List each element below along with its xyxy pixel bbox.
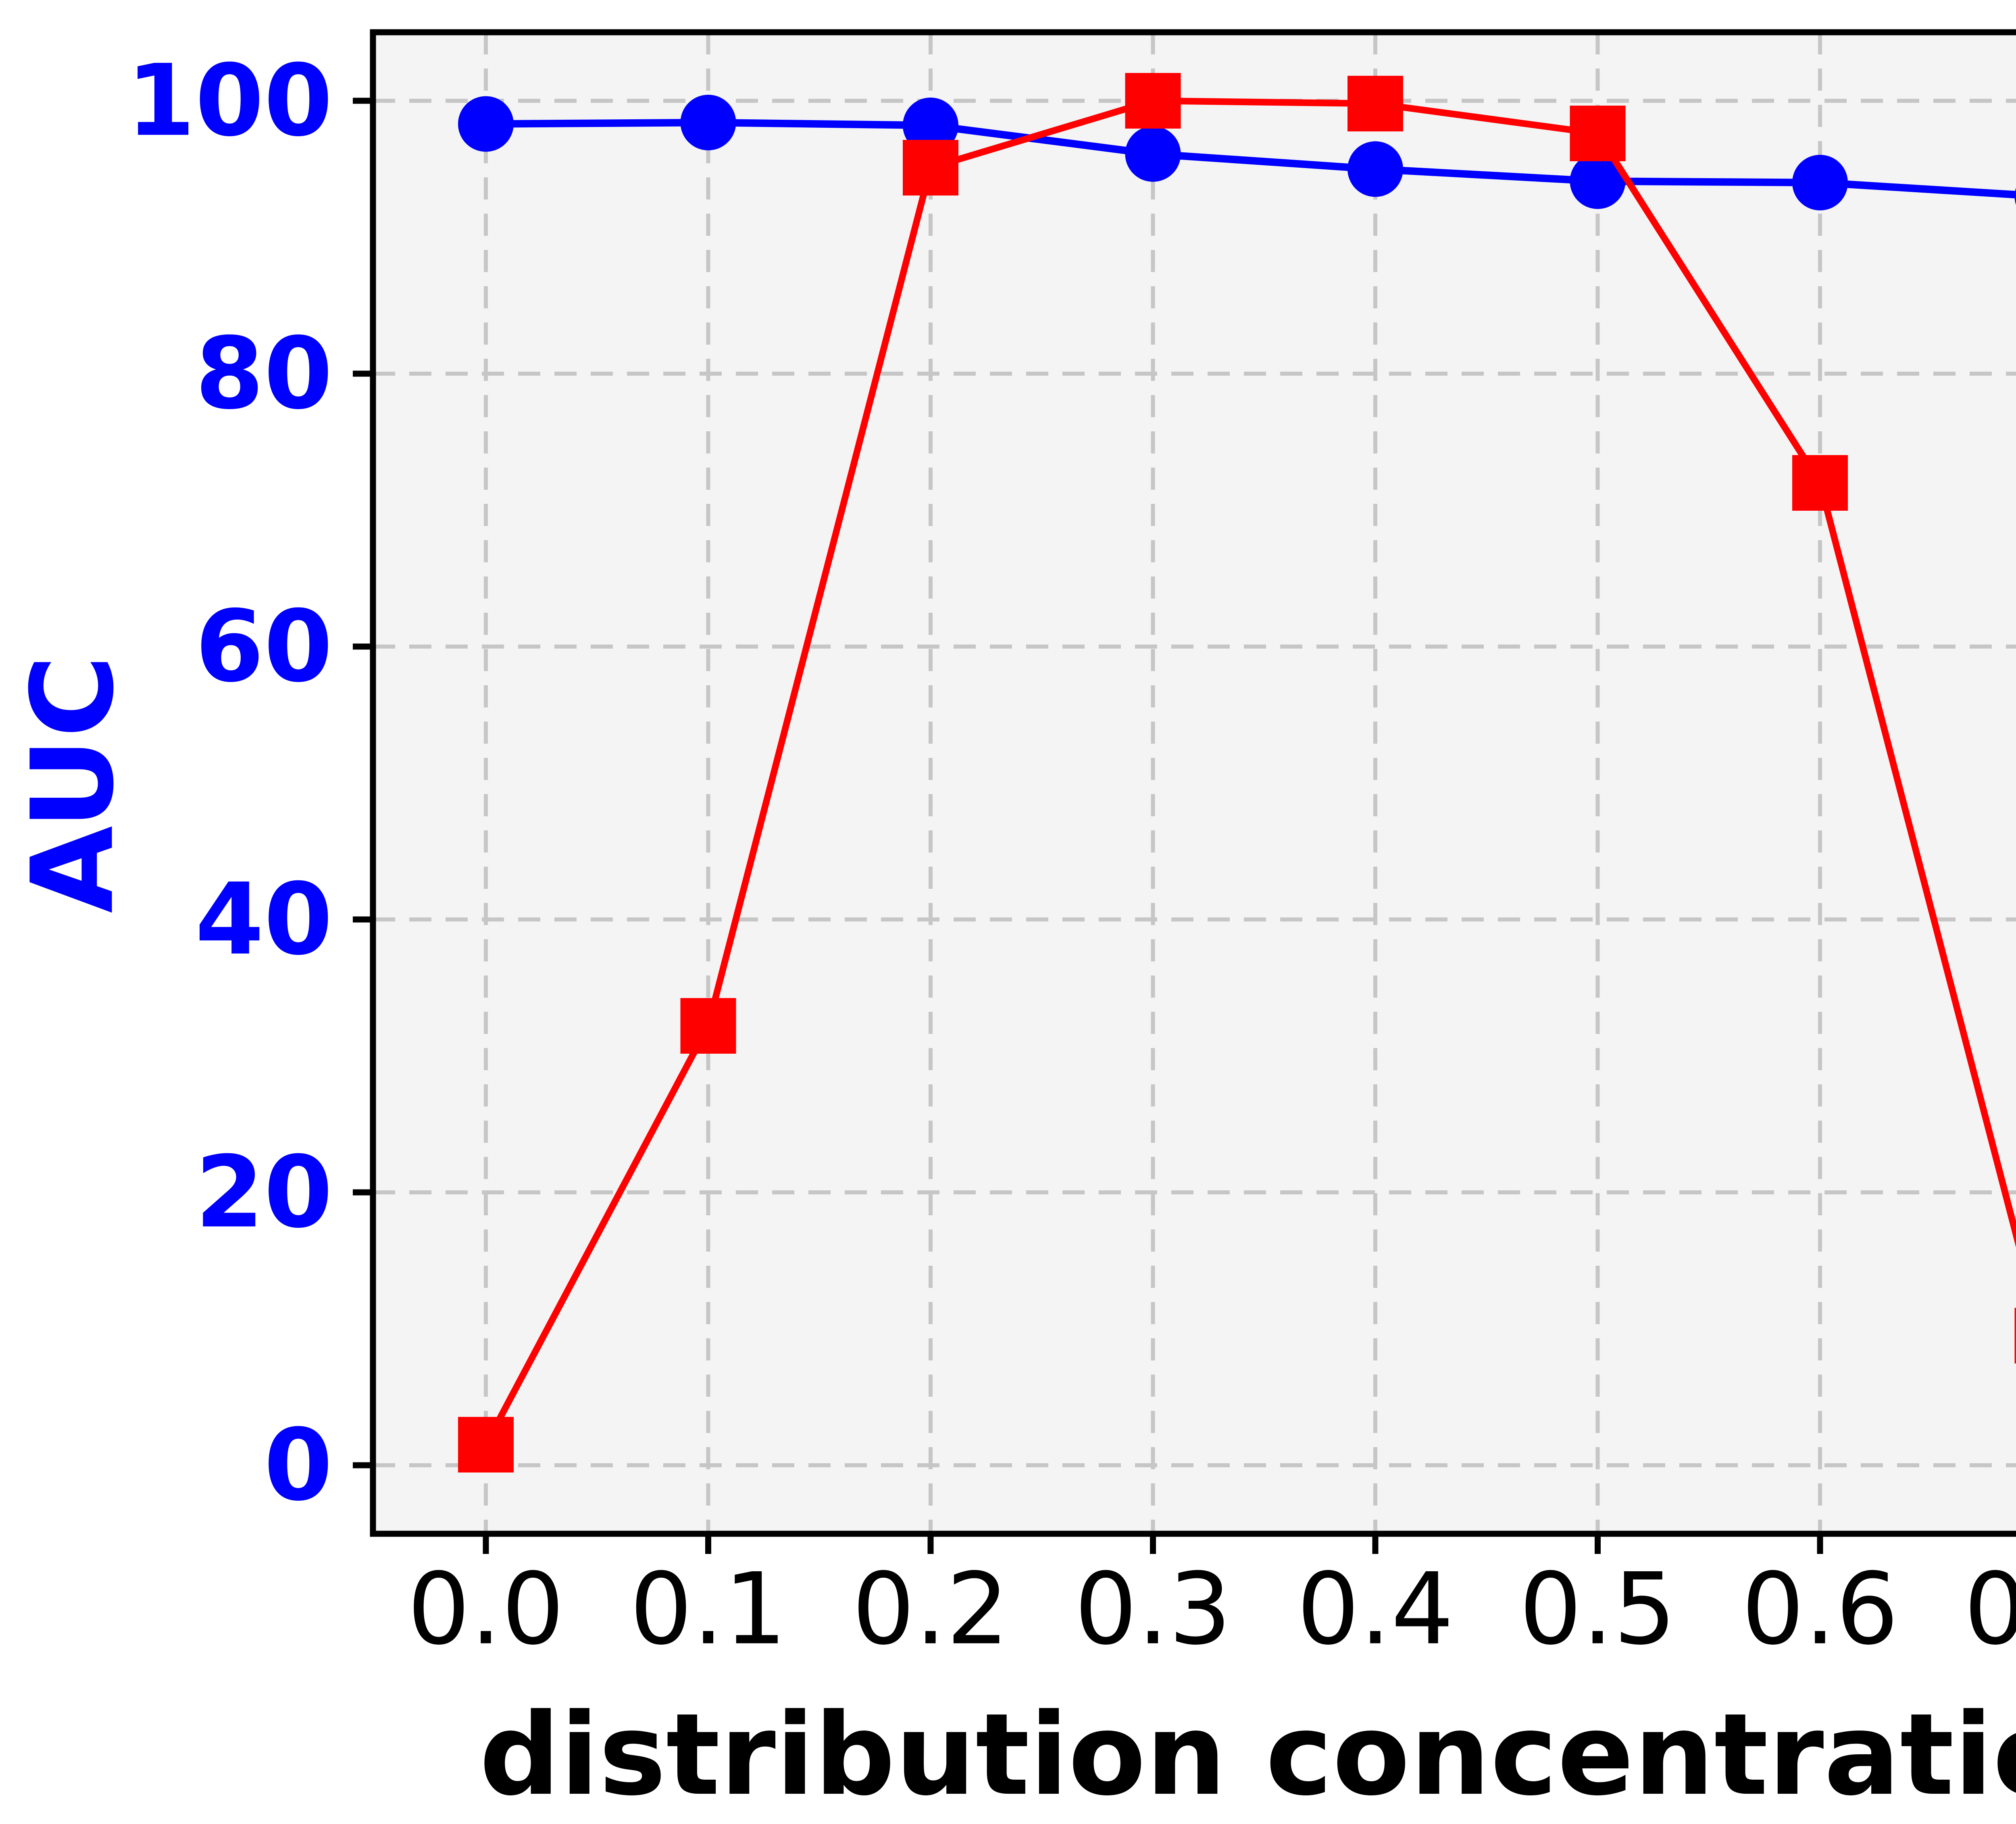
- x-tick-label: 0.6: [1741, 1552, 1899, 1667]
- x-axis-title-text: distribution concentration weight: [479, 1691, 2016, 1822]
- asr-point: [1125, 73, 1181, 129]
- left-tick-label: 0: [264, 1408, 333, 1523]
- x-tick-label: 0.2: [852, 1552, 1009, 1667]
- asr-point: [903, 140, 958, 196]
- x-tick-label: 0.3: [1075, 1552, 1232, 1667]
- auc-point: [681, 95, 736, 150]
- x-tick-label: 0.1: [630, 1552, 787, 1667]
- asr-point: [1792, 455, 1848, 511]
- x-tick-label: 0.5: [1519, 1552, 1677, 1667]
- x-tick-label: 0.7: [1964, 1552, 2016, 1667]
- auc-point: [1125, 126, 1181, 182]
- left-tick-label: 20: [195, 1135, 333, 1250]
- asr-point: [458, 1417, 514, 1473]
- left-tick-label: 40: [195, 862, 333, 977]
- left-tick-label: 80: [195, 316, 333, 431]
- left-axis-title: AUC: [9, 655, 140, 913]
- left-tick-label: 60: [195, 589, 333, 704]
- asr-point: [681, 998, 736, 1054]
- asr-point: [2015, 1308, 2016, 1364]
- x-axis-title: distribution concentration weightβ: [479, 1683, 2016, 1824]
- x-tick-label: 0.4: [1297, 1552, 1454, 1667]
- plot-area: [373, 32, 2016, 1534]
- x-tick-label: 0.0: [407, 1552, 564, 1667]
- asr-point: [1570, 106, 1626, 161]
- auc-point: [458, 96, 514, 152]
- auc-point: [1347, 141, 1403, 197]
- asr-point: [1347, 76, 1403, 131]
- auc-point: [1792, 155, 1848, 210]
- left-tick-label: 100: [127, 44, 333, 158]
